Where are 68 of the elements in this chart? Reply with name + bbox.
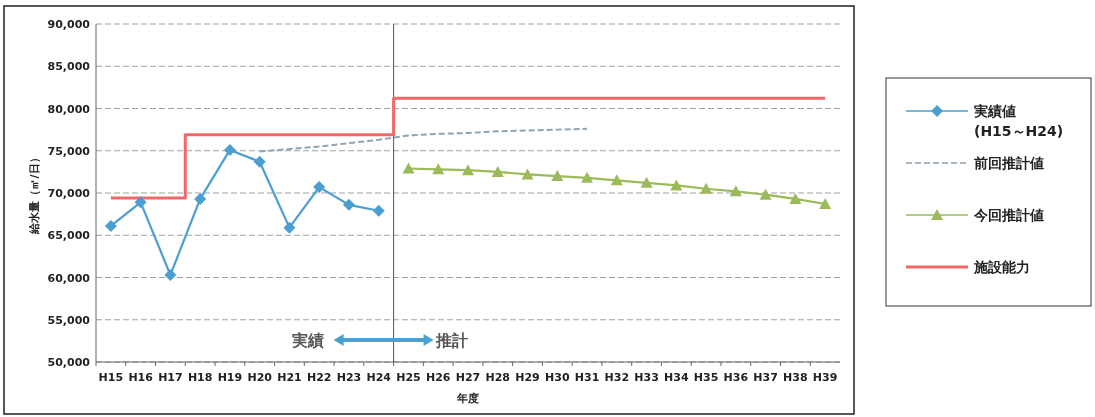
point bbox=[164, 268, 177, 281]
point bbox=[551, 170, 564, 182]
annotation: 推計 bbox=[434, 331, 468, 350]
y-tick-label: 70,000 bbox=[47, 187, 91, 200]
point bbox=[462, 164, 474, 176]
x-tick-label: H20 bbox=[247, 371, 273, 384]
x-tick-label: H26 bbox=[425, 371, 451, 384]
x-tick-label: H16 bbox=[128, 371, 154, 384]
point bbox=[402, 162, 415, 174]
point bbox=[819, 197, 832, 209]
y-tick-label: 90,000 bbox=[47, 18, 91, 31]
point bbox=[134, 196, 147, 209]
y-axis-title: 給水量（㎥/日） bbox=[28, 152, 41, 235]
x-tick-label: H37 bbox=[753, 371, 778, 384]
x-tick-label: H21 bbox=[277, 371, 302, 384]
point bbox=[342, 198, 355, 211]
x-axis-title: 年度 bbox=[456, 392, 479, 405]
line-series bbox=[258, 127, 589, 153]
x-tick-label: H32 bbox=[604, 371, 630, 384]
point bbox=[581, 171, 594, 183]
y-tick-label: 85,000 bbox=[47, 60, 91, 74]
x-tick-label: H25 bbox=[396, 371, 421, 384]
x-tick-label: H35 bbox=[693, 371, 719, 384]
point bbox=[104, 219, 117, 232]
x-tick-label: H19 bbox=[217, 371, 243, 384]
point bbox=[759, 188, 772, 200]
point bbox=[194, 192, 207, 205]
x-tick-label: H29 bbox=[515, 371, 540, 384]
x-tick-label: H36 bbox=[723, 371, 749, 384]
point bbox=[283, 221, 296, 234]
point bbox=[521, 168, 534, 180]
point bbox=[610, 174, 623, 186]
y-tick-label: 60,000 bbox=[47, 271, 91, 285]
point bbox=[700, 182, 713, 194]
point bbox=[223, 143, 236, 156]
point bbox=[313, 181, 326, 194]
y-tick-label: 80,000 bbox=[47, 102, 91, 116]
y-tick-label: 75,000 bbox=[47, 144, 91, 158]
x-tick-label: H23 bbox=[336, 371, 362, 384]
x-tick-label: H15 bbox=[98, 371, 124, 384]
point bbox=[640, 176, 653, 188]
x-tick-label: H22 bbox=[306, 371, 332, 384]
point bbox=[372, 204, 385, 217]
x-tick-label: H27 bbox=[455, 371, 481, 384]
x-tick-label: H31 bbox=[574, 371, 600, 384]
point bbox=[729, 185, 742, 197]
y-tick-label: 55,000 bbox=[47, 313, 91, 327]
y-tick-label: 65,000 bbox=[47, 229, 91, 243]
x-tick-label: H24 bbox=[366, 371, 392, 384]
x-tick-label: H38 bbox=[783, 371, 808, 384]
point bbox=[253, 155, 266, 168]
point bbox=[491, 165, 504, 177]
x-tick-label: H34 bbox=[664, 371, 689, 384]
y-tick-label: 50,000 bbox=[47, 356, 91, 369]
x-tick-label: H39 bbox=[812, 371, 838, 384]
x-tick-label: H33 bbox=[634, 371, 659, 384]
x-tick-label: H30 bbox=[545, 371, 570, 384]
legend-label: 実績値 (H15～H24) bbox=[974, 103, 1064, 139]
annotation: 実績 bbox=[290, 331, 324, 350]
point bbox=[670, 179, 683, 191]
x-tick-label: H18 bbox=[187, 371, 213, 384]
legend-label: 今回推計値 bbox=[973, 207, 1044, 223]
x-tick-label: H17 bbox=[158, 371, 183, 384]
legend-label: 前回推計値 bbox=[973, 155, 1044, 171]
x-tick-label: H28 bbox=[485, 371, 511, 384]
point bbox=[432, 163, 445, 175]
point bbox=[789, 192, 802, 204]
legend-label: 施設能力 bbox=[973, 259, 1030, 275]
